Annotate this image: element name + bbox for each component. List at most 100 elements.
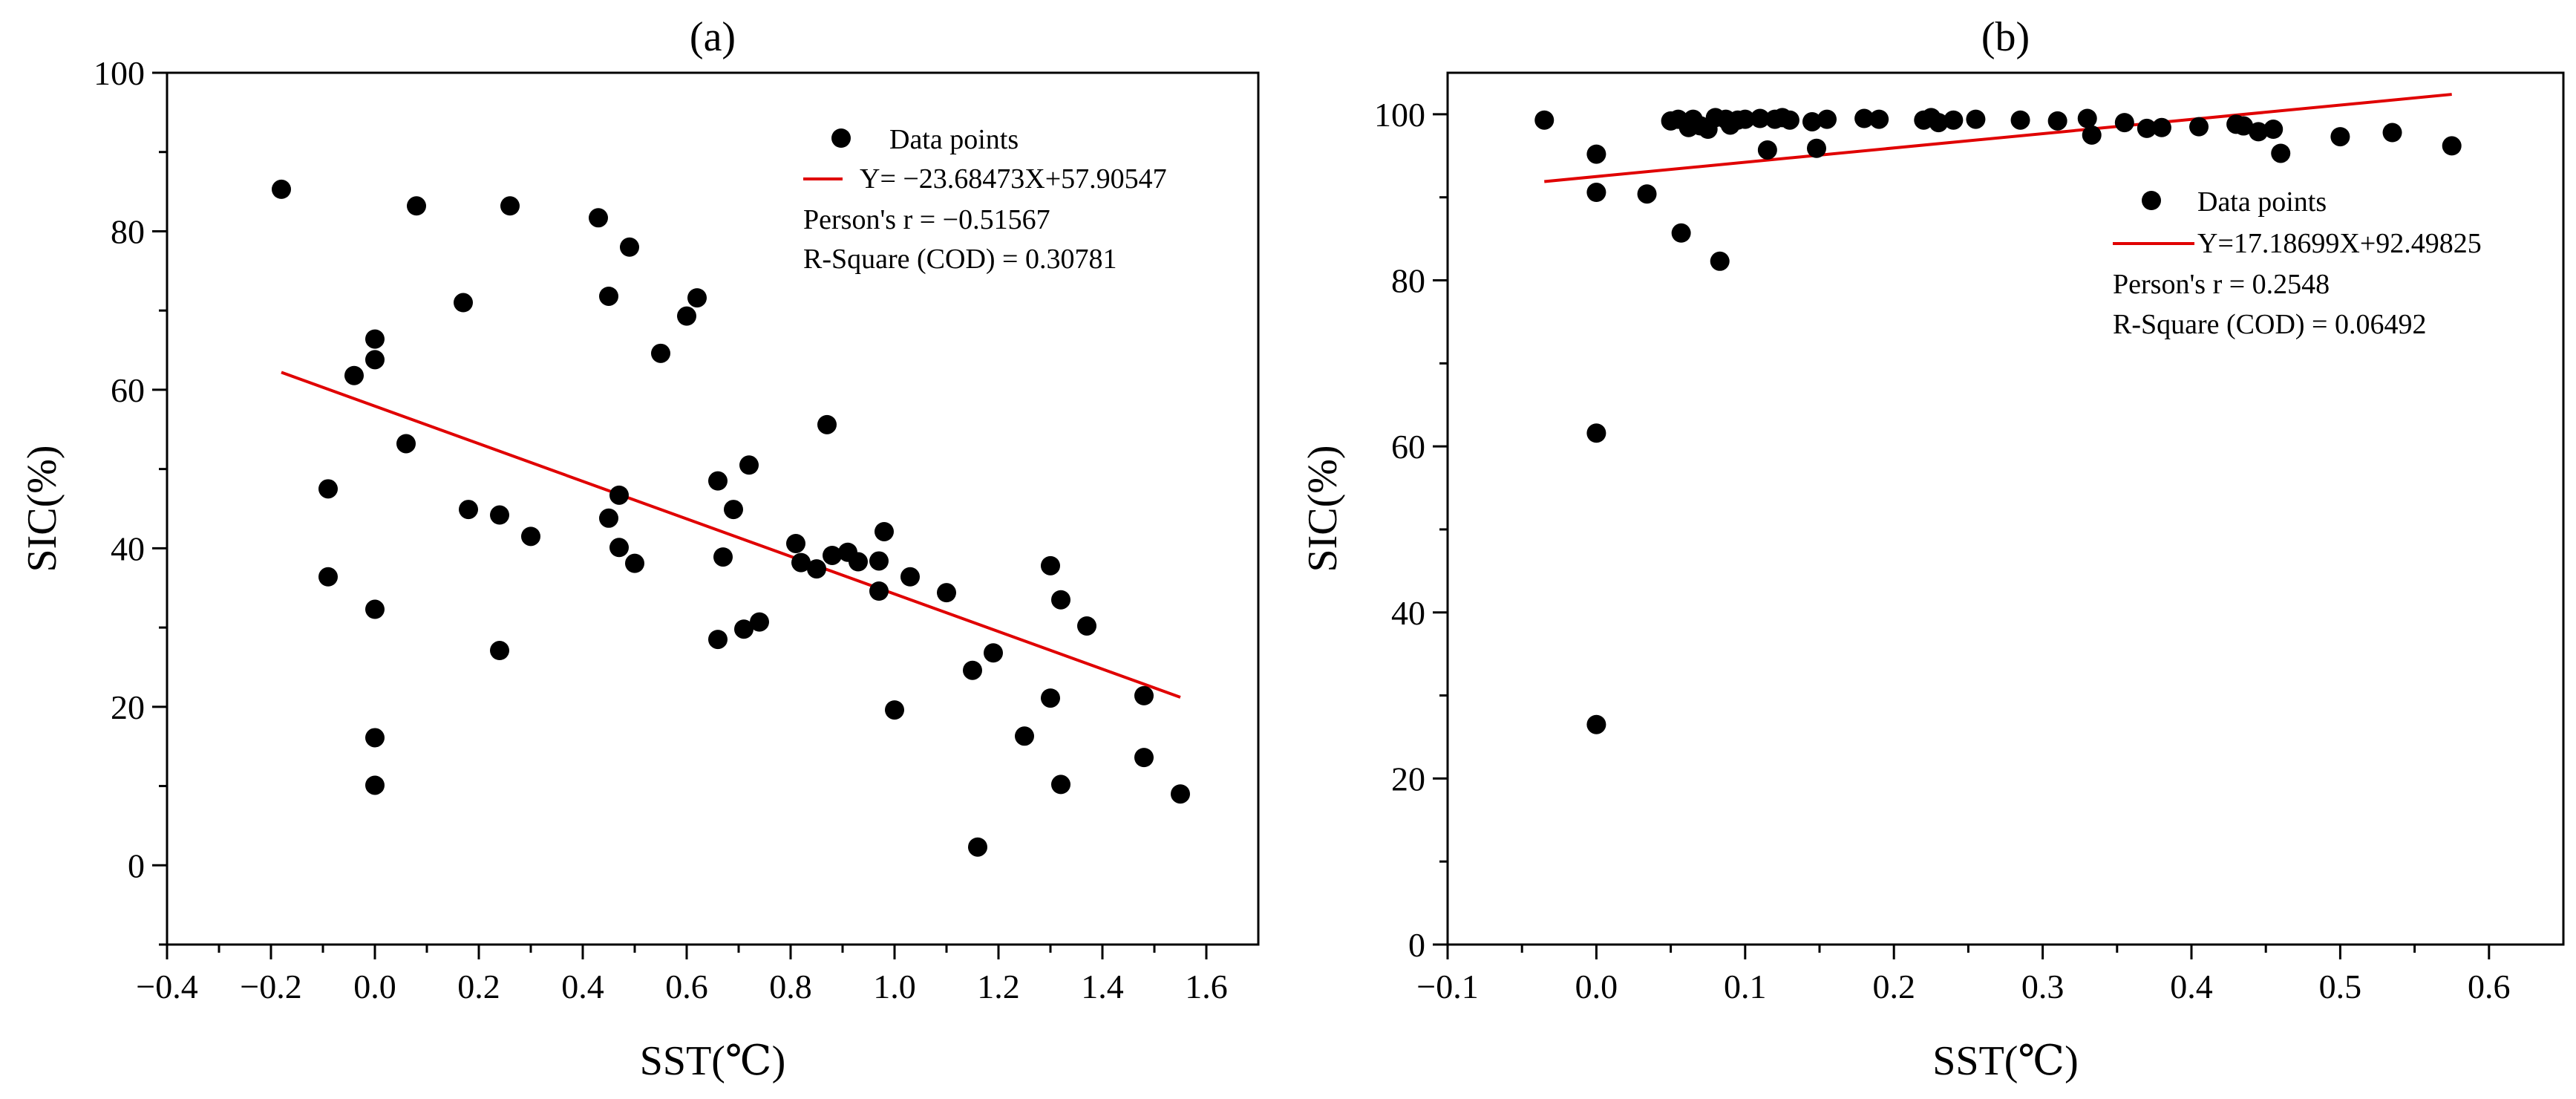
data-point: [823, 545, 842, 565]
data-point: [869, 551, 889, 571]
data-point: [739, 455, 759, 475]
x-tick-label: 0.0: [353, 968, 396, 1005]
y-tick-label: 20: [1391, 760, 1425, 798]
data-point: [365, 350, 385, 370]
data-point: [1806, 138, 1826, 158]
data-point: [984, 643, 1003, 663]
x-tick-label: 0.4: [2170, 968, 2213, 1005]
data-point: [900, 567, 920, 587]
legend-label-fit: Y=17.18699X+92.49825: [2197, 228, 2482, 259]
data-point: [963, 660, 982, 680]
data-point: [490, 505, 509, 525]
data-point: [318, 479, 338, 499]
data-point: [365, 728, 385, 748]
data-point: [724, 500, 743, 520]
data-point: [1779, 110, 1799, 130]
y-tick-label: 100: [94, 54, 145, 92]
data-point: [490, 641, 509, 661]
data-point: [1534, 110, 1555, 130]
data-point: [1586, 423, 1606, 443]
legend-label-fit: Y= −23.68473X+57.90547: [860, 163, 1167, 195]
y-tick-label: 0: [128, 847, 145, 884]
x-tick-label: −0.2: [240, 968, 301, 1005]
data-point: [2263, 120, 2284, 140]
x-tick-label: 0.5: [2319, 968, 2362, 1005]
data-point: [1637, 184, 1657, 204]
legend: Data points Y=17.18699X+92.49825 Person's …: [2113, 186, 2482, 340]
data-point: [2330, 127, 2350, 147]
data-point: [708, 630, 728, 650]
data-point: [1854, 108, 1874, 128]
x-tick-label: 0.6: [2468, 968, 2511, 1005]
data-point: [1134, 748, 1154, 768]
data-point: [609, 538, 629, 558]
y-tick-label: 60: [111, 371, 145, 409]
data-point: [1869, 109, 1889, 129]
data-point: [1077, 616, 1096, 636]
plot-frame: [166, 71, 1260, 946]
data-point: [849, 552, 868, 572]
y-tick-label: 40: [111, 529, 145, 567]
data-point: [521, 526, 540, 547]
data-point: [1586, 183, 1606, 203]
data-point: [2137, 118, 2157, 138]
data-point: [2271, 143, 2291, 163]
data-point: [869, 581, 889, 601]
data-point: [687, 288, 707, 308]
regression-line: [1544, 93, 2452, 183]
data-point: [2382, 123, 2402, 143]
data-point: [599, 508, 618, 528]
data-point: [885, 700, 904, 720]
y-tick-label: 40: [1391, 594, 1425, 632]
y-tick-label: 60: [1391, 428, 1425, 466]
x-tick-label: 0.0: [1575, 968, 1618, 1005]
x-tick-label: 0.6: [665, 968, 708, 1005]
data-point: [713, 547, 733, 567]
data-point: [1134, 685, 1154, 705]
y-tick-label: 80: [1391, 262, 1425, 300]
data-point: [1802, 111, 1822, 131]
x-tick-label: 0.2: [457, 968, 500, 1005]
data-point: [365, 599, 385, 619]
data-point: [2249, 122, 2269, 142]
x-tick-label: 0.4: [561, 968, 604, 1005]
chart-panel-b: (b) −0.1 0.0 0.1 0.2 0.3 0.4 0.5 0.6 0 20 40 60 80 100…: [1300, 14, 2565, 1084]
data-point: [2082, 125, 2102, 145]
data-point: [272, 179, 291, 199]
data-point: [625, 553, 644, 573]
data-point: [875, 521, 894, 541]
data-point: [620, 237, 639, 257]
data-point: [589, 208, 608, 228]
data-point: [2234, 116, 2254, 136]
data-point: [2114, 113, 2134, 133]
legend-stat-r-square: R-Square (COD) = 0.30781: [803, 244, 1117, 275]
data-point: [2189, 117, 2209, 137]
data-point: [454, 293, 473, 313]
data-point: [365, 329, 385, 349]
data-point: [599, 286, 618, 306]
data-point: [365, 775, 385, 795]
legend-stat-pearson-r: Person's r = −0.51567: [803, 204, 1050, 235]
legend-stat-r-square: R-Square (COD) = 0.06492: [2113, 309, 2427, 340]
data-point: [968, 837, 987, 857]
chart-panel-a: (a) −0.4 −0.2 0.0 0.2 0.4 0.6 0.8 1.0 1.2 1.4 1.6 0 2…: [19, 14, 1260, 1084]
y-tick-label: 100: [1374, 96, 1425, 134]
legend: Data points Y= −23.68473X+57.90547 Person'…: [803, 124, 1167, 275]
data-point: [734, 619, 753, 639]
x-axis-title: SST(℃): [1932, 1038, 2078, 1084]
data-point: [750, 612, 769, 632]
x-tick-label: 1.4: [1081, 968, 1124, 1005]
data-point: [500, 196, 520, 216]
data-point: [396, 434, 416, 454]
data-point: [1735, 109, 1755, 129]
data-point: [1757, 140, 1777, 160]
data-point: [1944, 110, 1964, 130]
data-point: [344, 365, 364, 385]
data-point: [1051, 774, 1070, 795]
data-point: [1929, 113, 1949, 133]
data-point: [677, 306, 696, 326]
data-point: [1710, 251, 1730, 271]
data-point: [651, 343, 670, 363]
legend-label-data-points: Data points: [2197, 186, 2327, 218]
